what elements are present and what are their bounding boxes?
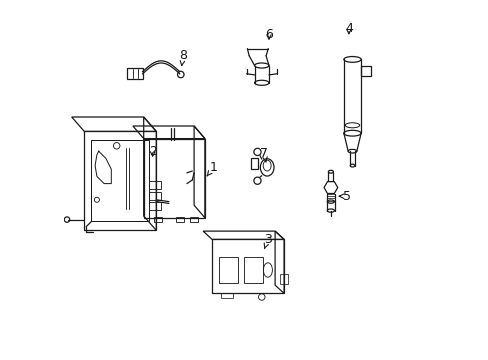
Bar — [190, 217, 198, 222]
Bar — [149, 181, 160, 189]
Text: 4: 4 — [344, 22, 352, 35]
Bar — [250, 158, 258, 169]
Bar — [127, 68, 142, 79]
Bar — [176, 217, 183, 222]
Text: 6: 6 — [264, 28, 272, 41]
Bar — [219, 257, 238, 283]
Bar — [244, 257, 262, 283]
Text: 3: 3 — [264, 233, 271, 249]
Text: 1: 1 — [207, 161, 217, 176]
Bar — [154, 217, 162, 222]
Text: 7: 7 — [260, 147, 268, 162]
Bar — [361, 66, 370, 76]
Bar — [149, 192, 160, 200]
Bar — [279, 274, 287, 284]
Bar — [149, 202, 160, 210]
Text: 2: 2 — [148, 145, 156, 158]
Bar — [221, 293, 232, 298]
Text: 8: 8 — [179, 49, 187, 66]
Text: 5: 5 — [339, 190, 350, 203]
